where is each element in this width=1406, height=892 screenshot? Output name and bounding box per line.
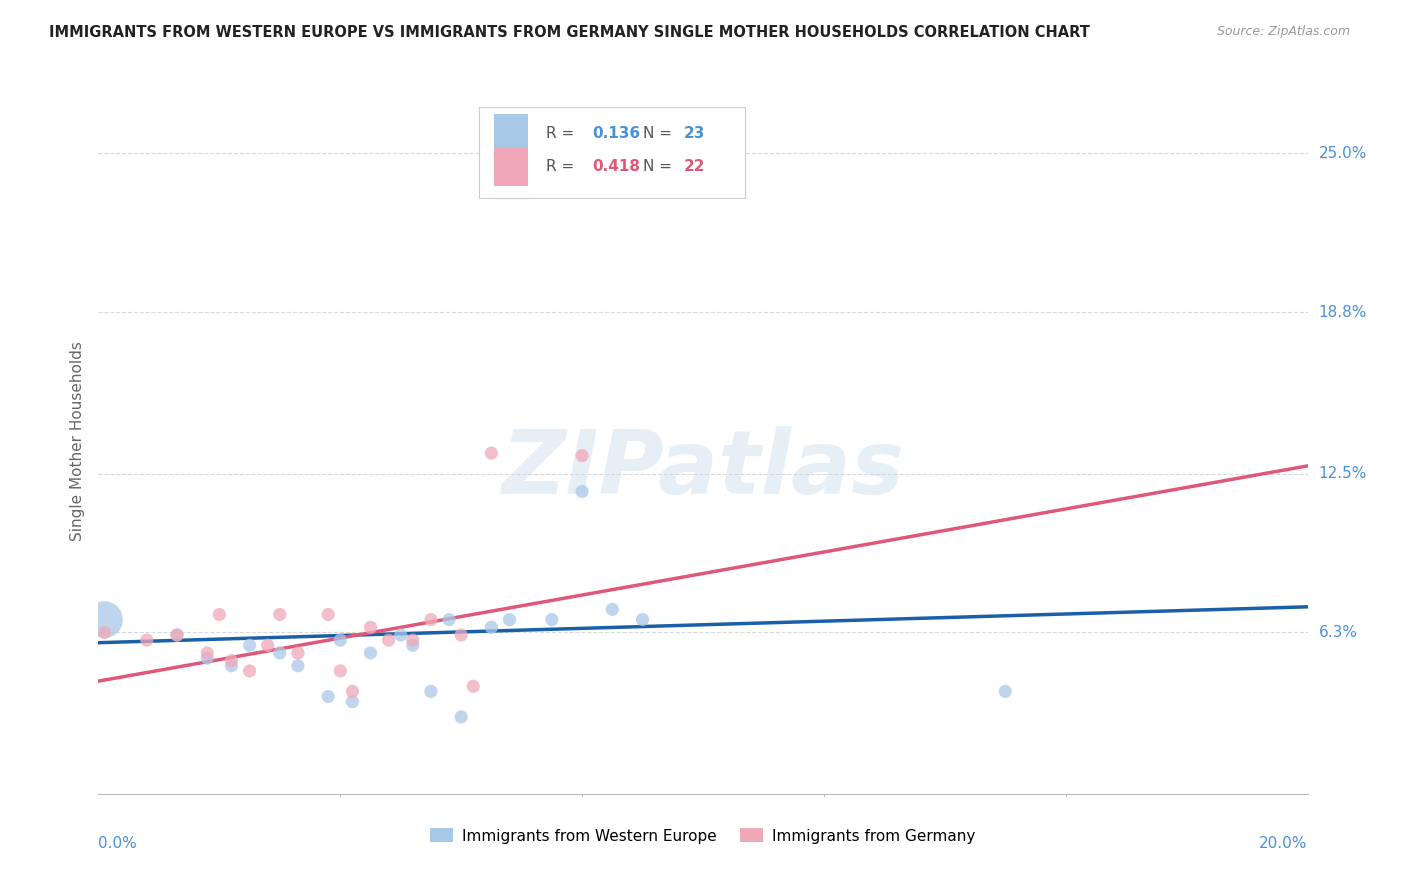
FancyBboxPatch shape <box>494 114 527 153</box>
Point <box>481 620 503 634</box>
Point <box>644 152 666 166</box>
FancyBboxPatch shape <box>494 147 527 186</box>
Point <box>135 633 157 648</box>
Point <box>166 628 188 642</box>
Text: N =: N = <box>643 159 676 174</box>
Point <box>360 646 382 660</box>
Point <box>221 654 243 668</box>
Text: 0.136: 0.136 <box>592 126 640 141</box>
Point <box>269 607 291 622</box>
Point <box>450 628 472 642</box>
Point <box>239 664 262 678</box>
Point <box>450 710 472 724</box>
Text: 25.0%: 25.0% <box>1319 145 1367 161</box>
Point <box>316 690 339 704</box>
Text: 20.0%: 20.0% <box>1260 836 1308 851</box>
Point <box>377 633 399 648</box>
Text: Source: ZipAtlas.com: Source: ZipAtlas.com <box>1216 25 1350 38</box>
Text: 6.3%: 6.3% <box>1319 625 1358 640</box>
Point <box>195 651 218 665</box>
Point <box>93 613 115 627</box>
Point <box>239 638 262 652</box>
Point <box>389 628 412 642</box>
Point <box>498 613 520 627</box>
Text: N =: N = <box>643 126 676 141</box>
Point <box>540 613 562 627</box>
Point <box>316 607 339 622</box>
Point <box>287 658 309 673</box>
Point <box>402 638 425 652</box>
Text: 18.8%: 18.8% <box>1319 305 1367 319</box>
FancyBboxPatch shape <box>479 107 745 198</box>
Text: ZIPatlas: ZIPatlas <box>502 426 904 513</box>
Text: R =: R = <box>546 126 579 141</box>
Text: IMMIGRANTS FROM WESTERN EUROPE VS IMMIGRANTS FROM GERMANY SINGLE MOTHER HOUSEHOL: IMMIGRANTS FROM WESTERN EUROPE VS IMMIGR… <box>49 25 1090 40</box>
Point <box>571 484 593 499</box>
Point <box>329 664 352 678</box>
Point <box>287 646 309 660</box>
Point <box>402 633 425 648</box>
Text: 23: 23 <box>683 126 704 141</box>
Point <box>342 695 364 709</box>
Point <box>360 620 382 634</box>
Point <box>420 684 443 698</box>
Point <box>329 633 352 648</box>
Point <box>93 625 115 640</box>
Point <box>481 446 503 460</box>
Point <box>631 613 654 627</box>
Point <box>602 602 624 616</box>
Point <box>256 638 278 652</box>
Point <box>208 607 231 622</box>
Legend: Immigrants from Western Europe, Immigrants from Germany: Immigrants from Western Europe, Immigran… <box>425 822 981 850</box>
Text: 0.0%: 0.0% <box>98 836 138 851</box>
Text: 22: 22 <box>683 159 706 174</box>
Y-axis label: Single Mother Households: Single Mother Households <box>69 342 84 541</box>
Text: R =: R = <box>546 159 579 174</box>
Point <box>342 684 364 698</box>
Point <box>195 646 218 660</box>
Point <box>463 679 485 693</box>
Text: 0.418: 0.418 <box>592 159 640 174</box>
Point <box>437 613 460 627</box>
Point <box>994 684 1017 698</box>
Point <box>221 658 243 673</box>
Text: 12.5%: 12.5% <box>1319 467 1367 481</box>
Point <box>269 646 291 660</box>
Point <box>420 613 443 627</box>
Point <box>166 628 188 642</box>
Point <box>571 449 593 463</box>
